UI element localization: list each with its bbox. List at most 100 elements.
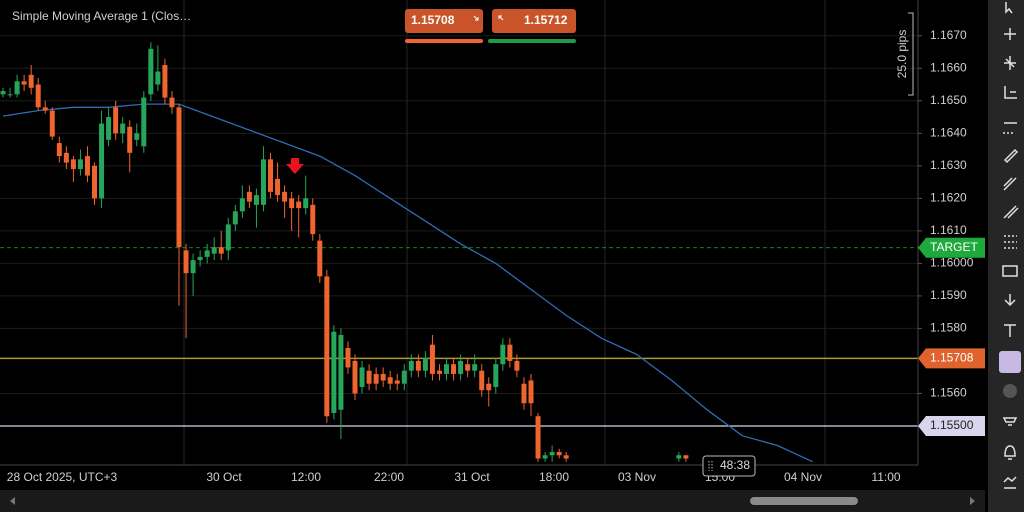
y-tick-label: 1.16000 — [930, 256, 974, 270]
x-tick-label: 30 Oct — [206, 470, 242, 484]
candle-body — [345, 347, 351, 368]
candle-body — [429, 344, 435, 374]
candle-body — [232, 211, 238, 225]
candle-body — [465, 364, 471, 371]
candle-body — [493, 364, 499, 387]
candle-body — [479, 370, 485, 391]
y-tick-label: 1.1650 — [930, 93, 967, 107]
candle-body — [204, 250, 210, 257]
sell-price[interactable]: 1.15708 — [411, 13, 455, 27]
candle-body — [542, 455, 548, 459]
candle-body — [197, 256, 203, 261]
y-tick-label: 1.1630 — [930, 158, 967, 172]
candle-body — [218, 247, 224, 254]
candle-body — [162, 65, 168, 98]
candle-body — [211, 247, 217, 254]
style-picker[interactable] — [1003, 384, 1017, 398]
grid — [183, 0, 826, 465]
candle-body — [35, 84, 41, 108]
candle-body — [268, 159, 274, 192]
candle-body — [92, 165, 98, 199]
x-tick-label: 03 Nov — [618, 470, 656, 484]
pitchfork-tool[interactable] — [1003, 205, 1019, 219]
candle-body — [331, 331, 337, 413]
candle-body — [239, 198, 245, 212]
level-label: TARGET — [930, 240, 978, 254]
sell-icon — [473, 15, 479, 21]
candle-body — [458, 360, 464, 374]
y-tick-label: 1.1670 — [930, 28, 967, 42]
crosshair-tool[interactable] — [1004, 28, 1016, 40]
buy-button[interactable] — [492, 9, 576, 33]
cursor-tool[interactable] — [1005, 2, 1013, 14]
candle-body — [500, 344, 506, 365]
candle-body — [387, 377, 393, 384]
candle-body — [444, 364, 450, 374]
candle-body — [352, 360, 358, 394]
candle-body — [324, 276, 330, 417]
sell-button[interactable] — [405, 9, 483, 33]
level-tool[interactable] — [1004, 86, 1017, 99]
crosshair2-tool[interactable] — [1004, 56, 1016, 70]
candle-body — [113, 107, 119, 134]
candle-body — [394, 380, 400, 384]
candle-body — [77, 159, 83, 170]
range-label: 25.0 pips — [895, 30, 909, 79]
time-axis: 28 Oct 2025, UTC+3 30 Oct 12:00 22:00 31 Oct… — [7, 470, 901, 484]
x-tick-label: 18:00 — [539, 470, 569, 484]
sell-bar — [405, 39, 483, 43]
scrollbar[interactable] — [0, 490, 985, 512]
x-tick-label: 22:00 — [374, 470, 404, 484]
candle-body — [366, 370, 372, 384]
countdown: 48:38 — [720, 458, 750, 472]
candle-body — [56, 143, 62, 157]
candle-body — [436, 370, 442, 374]
candle-body — [310, 204, 316, 235]
countdown-box — [702, 455, 756, 477]
text-tool[interactable] — [1004, 324, 1016, 337]
toolbar-icons — [1002, 2, 1019, 489]
x-tick-label: 11:00 — [871, 470, 900, 484]
toolbar — [988, 0, 1024, 512]
candle-body — [120, 123, 126, 134]
candle-body — [148, 48, 154, 95]
candle-body — [380, 373, 386, 381]
candle-body — [225, 224, 231, 251]
rect-tool[interactable] — [1002, 265, 1018, 277]
candle-body — [373, 373, 379, 384]
y-tick-label: 1.1580 — [930, 321, 967, 335]
candle-body — [514, 360, 520, 371]
channel-tool[interactable] — [1003, 177, 1017, 191]
scroll-thumb[interactable] — [750, 497, 858, 505]
arrow-tool[interactable] — [1004, 294, 1016, 307]
candle-body — [99, 123, 105, 199]
candle-body — [296, 201, 302, 209]
candle-body — [70, 159, 76, 170]
candle-body — [556, 451, 562, 456]
pen-tool[interactable] — [1003, 148, 1019, 164]
color-picker[interactable] — [999, 351, 1021, 373]
candle-body — [408, 360, 414, 371]
candle-body — [84, 156, 90, 176]
candle-body — [21, 81, 27, 85]
candle-body — [289, 198, 295, 209]
candle-body — [141, 97, 147, 147]
candle-body — [7, 94, 13, 96]
candle-body — [549, 451, 555, 456]
price-axis: 1.1670 1.1660 1.1650 1.1640 1.1630 1.1620 1.16… — [918, 28, 974, 400]
candle-body — [415, 360, 421, 371]
buy-price[interactable]: 1.15712 — [524, 13, 568, 27]
buy-bar — [488, 39, 576, 43]
candle-body — [401, 370, 407, 384]
candle-body — [176, 107, 182, 248]
indicator-tool[interactable] — [1003, 476, 1017, 489]
alert-tool[interactable] — [1004, 445, 1016, 460]
candle-body — [253, 195, 259, 205]
camera-tool[interactable] — [1002, 417, 1018, 426]
candle-body — [14, 81, 20, 95]
plot-area — [0, 35, 918, 463]
signal-arrow — [286, 158, 304, 174]
candle-body — [521, 383, 527, 404]
